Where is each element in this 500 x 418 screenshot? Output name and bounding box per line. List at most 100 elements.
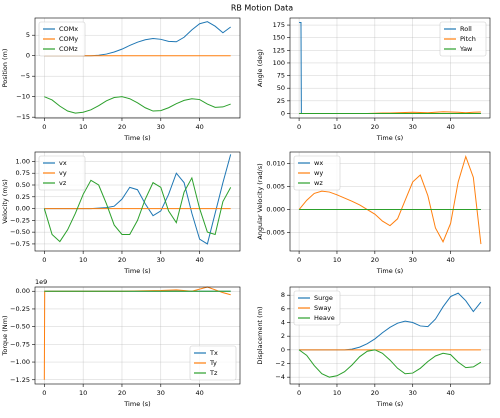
x-tick-label: 30 xyxy=(409,389,417,397)
legend-label: Heave xyxy=(314,314,335,322)
y-tick-label: 0 xyxy=(281,346,285,354)
plot-frame xyxy=(289,17,491,119)
y-tick-label: 8 xyxy=(281,291,285,299)
x-tick-label: 30 xyxy=(409,256,417,264)
x-tick-label: 0 xyxy=(297,389,301,397)
y-tick-label: −2 xyxy=(275,360,285,368)
x-tick-label: 40 xyxy=(446,256,454,264)
series-line xyxy=(298,155,482,245)
y-tick-label: 125 xyxy=(273,46,285,54)
figure-title: RB Motion Data xyxy=(231,4,293,13)
y-tick-label: 4 xyxy=(281,319,285,327)
legend-label: Tx xyxy=(209,349,218,357)
x-tick-label: 40 xyxy=(446,389,454,397)
y-tick-label: 1.00 xyxy=(16,157,30,165)
y-axis-label: Displacement (m) xyxy=(256,306,264,364)
y-tick-label: 5 xyxy=(26,31,30,39)
legend-label: Pitch xyxy=(460,35,476,43)
y-tick-label: −0.50 xyxy=(10,228,30,236)
y-axis-label: Position (m) xyxy=(1,49,9,88)
y-tick-label: 0.25 xyxy=(16,193,30,201)
legend-label: Surge xyxy=(314,294,333,302)
x-axis-label: Time (s) xyxy=(376,134,403,142)
x-tick-label: 10 xyxy=(333,256,341,264)
plot-frame xyxy=(289,151,491,252)
plot-frame xyxy=(34,151,241,252)
legend-label: Sway xyxy=(314,304,331,312)
y-tick-label: −1.00 xyxy=(10,358,30,366)
legend-box xyxy=(38,155,86,191)
legend-box xyxy=(38,21,86,57)
y-tick-label: 150 xyxy=(273,34,285,42)
legend-label: wx xyxy=(314,159,323,167)
x-tick-label: 10 xyxy=(333,123,341,131)
x-tick-label: 20 xyxy=(118,123,126,131)
plot-frame xyxy=(34,286,241,385)
y-tick-label: −15 xyxy=(16,113,30,121)
x-tick-label: 0 xyxy=(297,123,301,131)
x-tick-label: 40 xyxy=(446,123,454,131)
x-tick-label: 20 xyxy=(371,389,379,397)
y-tick-label: −10 xyxy=(16,93,30,101)
legend-label: vy xyxy=(59,169,67,177)
legend-label: Tz xyxy=(209,369,218,377)
legend-label: COMz xyxy=(59,45,78,53)
y-tick-label: 2 xyxy=(281,332,285,340)
series-line xyxy=(298,349,482,378)
x-tick-label: 0 xyxy=(42,389,46,397)
legend-box xyxy=(189,345,237,381)
legend-label: Yaw xyxy=(459,45,473,53)
legend-label: Ty xyxy=(209,359,217,367)
y-axis-label: Velocity (m/s) xyxy=(1,179,9,224)
y-tick-label: −0.50 xyxy=(10,323,30,331)
y-tick-label: −4 xyxy=(275,373,285,381)
axis-offset-label: 1e9 xyxy=(35,278,47,286)
y-tick-label: 0 xyxy=(281,109,285,117)
x-tick-label: 40 xyxy=(195,389,203,397)
x-axis-label: Time (s) xyxy=(376,267,403,275)
series-line xyxy=(44,96,231,114)
x-axis-label: Time (s) xyxy=(123,267,150,275)
y-axis-label: Angular Velocity (rad/s) xyxy=(256,163,264,239)
x-tick-label: 30 xyxy=(409,123,417,131)
y-tick-label: −5 xyxy=(20,72,30,80)
x-tick-label: 20 xyxy=(371,123,379,131)
y-tick-label: 6 xyxy=(281,305,285,313)
y-tick-label: −0.25 xyxy=(10,305,30,313)
legend-label: COMx xyxy=(59,25,78,33)
y-tick-label: 175 xyxy=(273,21,285,29)
x-axis-label: Time (s) xyxy=(123,134,150,142)
y-tick-label: 0 xyxy=(26,52,30,60)
legend-box xyxy=(439,21,487,57)
x-axis-label: Time (s) xyxy=(123,400,150,408)
y-tick-label: −0.25 xyxy=(10,216,30,224)
x-tick-label: 20 xyxy=(118,256,126,264)
y-tick-label: 50 xyxy=(277,84,285,92)
x-tick-label: 30 xyxy=(157,123,165,131)
legend-box xyxy=(293,155,341,191)
plot-frame xyxy=(34,17,241,119)
legend-label: vx xyxy=(59,159,67,167)
x-tick-label: 10 xyxy=(79,123,87,131)
legend-label: COMy xyxy=(59,35,78,43)
y-tick-label: 0.010 xyxy=(266,160,285,168)
y-tick-label: 75 xyxy=(277,72,285,80)
x-tick-label: 30 xyxy=(157,389,165,397)
y-tick-label: 0.000 xyxy=(266,206,285,214)
y-tick-label: 0.75 xyxy=(16,169,30,177)
x-tick-label: 0 xyxy=(42,256,46,264)
y-tick-label: 0.005 xyxy=(266,183,285,191)
plot-frame xyxy=(289,286,491,385)
y-tick-label: 25 xyxy=(277,97,285,105)
x-tick-label: 10 xyxy=(333,389,341,397)
y-tick-label: −0.75 xyxy=(10,340,30,348)
y-tick-label: −1.25 xyxy=(10,376,30,384)
y-tick-label: −0.005 xyxy=(261,229,285,237)
x-tick-label: 10 xyxy=(79,389,87,397)
y-tick-label: 100 xyxy=(273,59,285,67)
x-tick-label: 40 xyxy=(195,256,203,264)
legend-label: vz xyxy=(59,179,67,187)
legend-label: wz xyxy=(314,179,323,187)
